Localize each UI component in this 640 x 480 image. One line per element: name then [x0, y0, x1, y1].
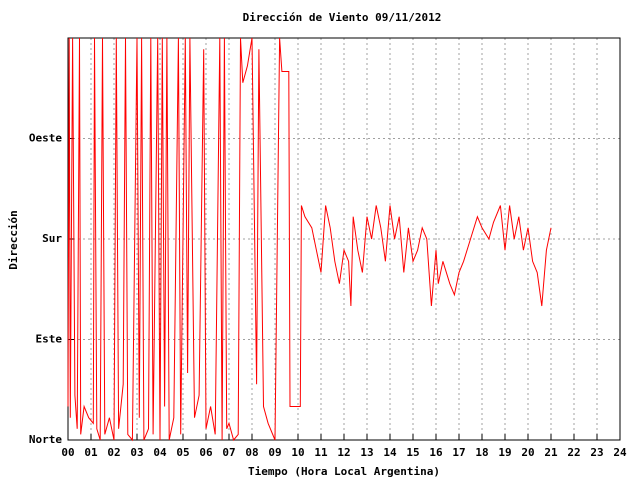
y-tick-label: Oeste [29, 132, 62, 145]
x-tick-label: 07 [222, 446, 235, 459]
x-tick-label: 19 [498, 446, 511, 459]
x-tick-label: 00 [61, 446, 74, 459]
x-tick-label: 15 [406, 446, 419, 459]
plot-frame [67, 37, 621, 441]
x-tick-label: 23 [590, 446, 603, 459]
x-tick-label: 02 [107, 446, 120, 459]
x-tick-label: 24 [613, 446, 627, 459]
x-tick-label: 17 [452, 446, 465, 459]
x-tick-label: 11 [314, 446, 328, 459]
x-tick-label: 20 [521, 446, 534, 459]
y-axis-label: Dirección [7, 210, 20, 270]
x-tick-label: 09 [268, 446, 281, 459]
y-tick-label: Sur [42, 232, 62, 245]
x-tick-label: 13 [360, 446, 373, 459]
x-tick-label: 05 [176, 446, 189, 459]
x-tick-label: 01 [84, 446, 98, 459]
chart-title: Dirección de Viento 09/11/2012 [243, 11, 442, 24]
data-line [67, 37, 552, 442]
x-tick-label: 04 [153, 446, 167, 459]
x-tick-label: 16 [429, 446, 443, 459]
x-tick-label: 21 [544, 446, 558, 459]
x-tick-label: 22 [567, 446, 580, 459]
x-axis-label: Tiempo (Hora Local Argentina) [248, 465, 440, 478]
x-tick-label: 06 [199, 446, 213, 459]
x-tick-label: 08 [245, 446, 258, 459]
x-tick-label: 03 [130, 446, 143, 459]
x-tick-label: 10 [291, 446, 304, 459]
x-tick-label: 18 [475, 446, 488, 459]
y-tick-label: Este [36, 333, 63, 346]
x-tick-label: 12 [337, 446, 350, 459]
y-tick-label: Norte [29, 433, 62, 446]
x-tick-label: 14 [383, 446, 397, 459]
